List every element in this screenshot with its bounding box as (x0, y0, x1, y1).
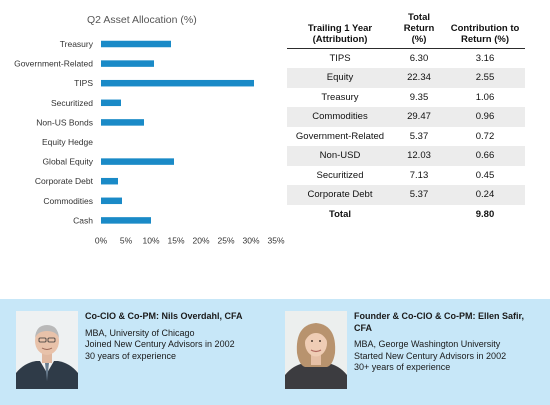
row-contribution: 0.72 (475, 130, 495, 142)
manager-bio-line: 30 years of experience (85, 350, 177, 361)
bar-commodities (101, 197, 122, 205)
category-label: Cash (73, 215, 93, 225)
x-tick-label: 15% (167, 235, 184, 245)
table-row: TIPS 6.30 3.16 (287, 49, 525, 69)
table-row: Government-Related 5.37 0.72 (287, 127, 525, 147)
category-label: Treasury (60, 39, 94, 49)
row-contribution: 0.45 (475, 169, 495, 181)
x-tick-label: 25% (217, 235, 234, 245)
bar-cash (101, 217, 151, 224)
category-label: Securitized (51, 98, 93, 108)
bar-non-us-bonds (101, 119, 144, 126)
row-contribution: 3.16 (475, 53, 495, 64)
category-label: Corporate Debt (35, 176, 94, 186)
row-total-return: 22.34 (407, 72, 431, 84)
category-label: Global Equity (42, 157, 93, 167)
row-category: Securitized (316, 169, 364, 181)
total-return (393, 205, 445, 225)
manager-bio-line: Joined New Century Advisors in 2002 (85, 339, 235, 349)
row-category: Corporate Debt (307, 189, 373, 201)
manager-photo (285, 311, 347, 389)
row-total-return: 5.37 (409, 189, 429, 201)
bar-treasury (101, 40, 171, 48)
x-tick-label: 10% (142, 235, 159, 245)
table-header-row: Trailing 1 Year (Attribution) Total Retu… (287, 12, 525, 49)
table-row: Equity 22.34 2.55 (287, 68, 525, 88)
row-category: Treasury (321, 91, 359, 103)
manager-title: Founder & Co-CIO & Co-PM: Ellen Safir, C… (354, 311, 525, 333)
bar-tips (101, 79, 254, 87)
manager-photo (16, 311, 78, 389)
row-contribution: 1.06 (475, 91, 495, 103)
asset-allocation-chart: Q2 Asset Allocation (%) Treasury Governme… (14, 14, 285, 245)
table-row: Commodities 29.47 0.96 (287, 107, 525, 127)
manager-bio-line: 30+ years of experience (354, 362, 451, 372)
row-category: Government-Related (295, 130, 385, 142)
row-total-return: 7.13 (409, 169, 429, 181)
x-tick-label: 20% (192, 235, 209, 245)
chart-x-tick-labels: 0% 5% 10% 15% 20% 25% 30% 35% (95, 235, 285, 245)
x-tick-label: 5% (120, 235, 133, 245)
table-row: Securitized 7.13 0.45 (287, 166, 525, 186)
manager-bio: Founder & Co-CIO & Co-PM: Ellen Safir, C… (354, 311, 529, 374)
row-category: Commodities (312, 111, 368, 123)
attribution-table-body: TIPS 6.30 3.16 Equity 22.34 2.55 Treasury 9.35 1… (287, 49, 525, 225)
row-total-return: 5.37 (409, 130, 429, 142)
header-contribution: Contribution to Return (%) (450, 23, 520, 45)
header-total-return: Total Return (%) (403, 12, 435, 45)
category-label: Commodities (43, 196, 93, 206)
x-tick-label: 35% (267, 235, 284, 245)
x-tick-label: 30% (242, 235, 259, 245)
table-row: Corporate Debt 5.37 0.24 (287, 185, 525, 205)
portfolio-managers-band: Co-CIO & Co-PM: Nils Overdahl, CFA MBA, … (0, 299, 550, 405)
chart-category-labels: Treasury Government-Related TIPS Securitize… (14, 39, 94, 225)
table-row: Treasury 9.35 1.06 (287, 88, 525, 108)
row-total-return: 29.47 (407, 111, 431, 123)
row-contribution: 0.66 (475, 150, 495, 162)
manager-bio-line: Started New Century Advisors in 2002 (354, 350, 507, 361)
bar-global-equity (101, 158, 174, 165)
attribution-table: Trailing 1 Year (Attribution) Total Retu… (287, 12, 525, 224)
total-contribution: 9.80 (475, 208, 495, 220)
row-category: Equity (326, 72, 354, 84)
row-total-return: 6.30 (409, 53, 429, 64)
bar-government-related (101, 60, 154, 67)
manager-bio: Co-CIO & Co-PM: Nils Overdahl, CFA MBA, … (85, 311, 265, 362)
row-category: TIPS (329, 53, 351, 64)
manager-bio-line: MBA, University of Chicago (85, 327, 195, 338)
manager-bio-line: MBA, George Washington University (354, 339, 501, 349)
header-category: Trailing 1 Year (Attribution) (307, 23, 373, 45)
category-label: Non-US Bonds (36, 117, 93, 127)
row-contribution: 0.24 (475, 189, 495, 201)
chart-bars (101, 40, 254, 224)
bar-securitized (101, 99, 121, 107)
row-category: Non-USD (319, 150, 361, 162)
category-label: Government-Related (14, 59, 93, 69)
manager-title: Co-CIO & Co-PM: Nils Overdahl, CFA (85, 311, 243, 321)
bar-corporate-debt (101, 177, 118, 185)
x-tick-label: 0% (95, 235, 108, 245)
row-total-return: 12.03 (407, 150, 431, 162)
row-contribution: 0.96 (475, 111, 495, 123)
table-row: Non-USD 12.03 0.66 (287, 146, 525, 166)
row-total-return: 9.35 (409, 91, 429, 103)
table-total-row: Total 9.80 (287, 205, 525, 225)
category-label: Equity Hedge (42, 137, 93, 147)
row-contribution: 2.55 (475, 72, 495, 84)
category-label: TIPS (74, 78, 93, 88)
total-label: Total (329, 208, 351, 220)
chart-title: Q2 Asset Allocation (%) (87, 14, 197, 26)
